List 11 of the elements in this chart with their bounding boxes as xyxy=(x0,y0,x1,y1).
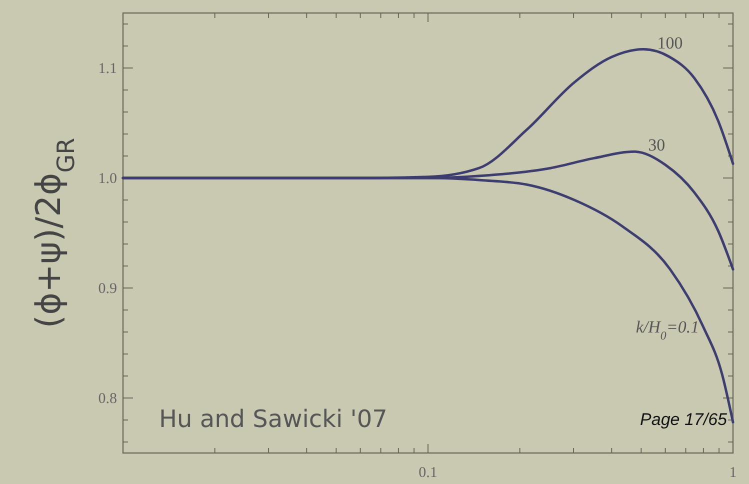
series-label: 30 xyxy=(648,136,666,155)
series-label: 100 xyxy=(657,33,683,52)
annotation: Hu and Sawicki '07 xyxy=(159,405,388,433)
x-tick-label: 1 xyxy=(729,465,737,481)
series-label: k/H$_{0}$=0.1 xyxy=(636,318,700,342)
y-tick-label: 0.9 xyxy=(98,281,117,297)
y-tick-label: 1.0 xyxy=(98,171,117,187)
y-tick-label: 0.8 xyxy=(98,391,117,407)
y-tick-label: 1.1 xyxy=(98,61,117,77)
annotation: Page 17/65 xyxy=(640,410,728,429)
x-tick-label: 0.1 xyxy=(418,465,438,481)
